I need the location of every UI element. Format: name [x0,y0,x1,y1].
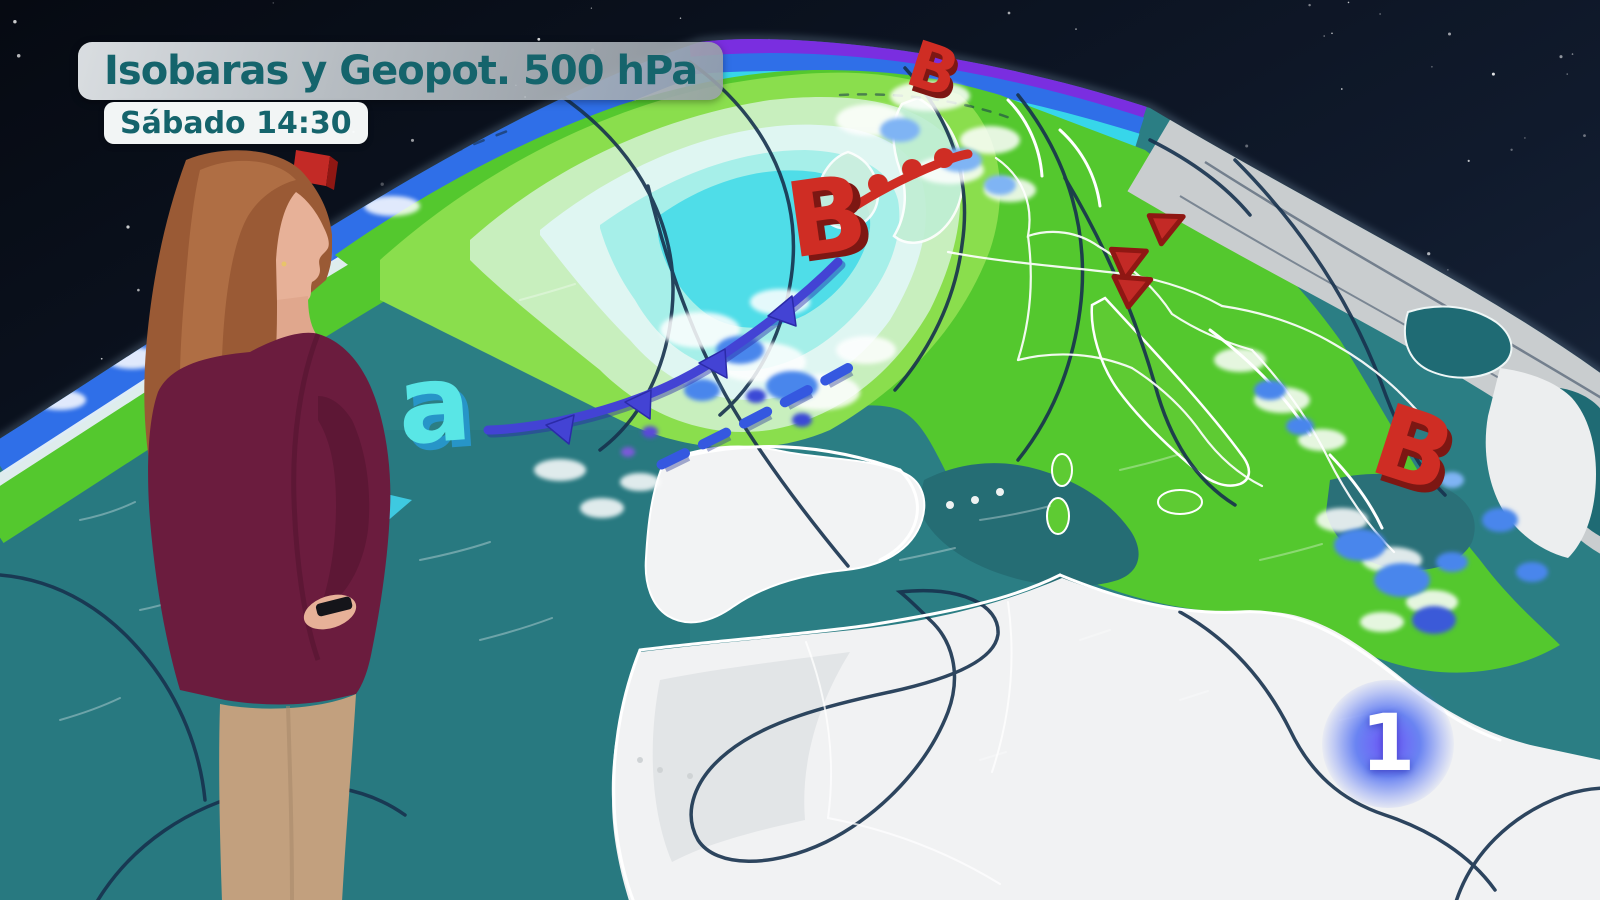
channel-1-logo-text: 1 [1360,699,1416,789]
landmasses [611,368,1600,900]
title-banner: Isobaras y Geopot. 500 hPa [78,42,724,100]
svg-text:B: B [779,151,874,283]
presenter-earring [281,261,287,267]
low-pressure-symbol-british-isles: B B [779,151,882,288]
africa-relief-shading [652,652,850,862]
iberia-landmass [644,445,926,624]
caucasus-landmass [1485,368,1596,558]
weather-presenter [144,150,391,900]
map-title: Isobaras y Geopot. 500 hPa [104,48,698,94]
cold-front-marks-central-europe [1108,213,1186,310]
sardinia [1046,497,1070,535]
presenter-trousers-seam [286,705,294,900]
coastlines-borders [612,98,1502,900]
italy [1090,296,1251,487]
black-sea [1403,305,1513,379]
cold-front [483,257,846,445]
presenter-clicker [315,596,353,617]
datetime-label: Sábado 14:30 [120,105,352,141]
dissipating-front [645,363,854,478]
datetime-chip: Sábado 14:30 [104,102,368,144]
presenter-blazer-arm [318,396,370,610]
svg-text:a: a [400,347,481,477]
cloud-cover [34,81,1458,632]
corsica [1051,453,1073,487]
high-pressure-symbol-atlantic: a a [394,340,482,477]
presenter-trousers [219,694,356,900]
warm-front [847,148,973,213]
svg-text:a: a [394,340,475,470]
precipitation-areas [621,118,1548,634]
sicily [1157,489,1203,515]
channel-1-logo: 1 [1322,680,1454,808]
africa-landmass [611,578,1600,900]
svg-text:B: B [787,156,882,288]
presenter-face [276,192,329,308]
